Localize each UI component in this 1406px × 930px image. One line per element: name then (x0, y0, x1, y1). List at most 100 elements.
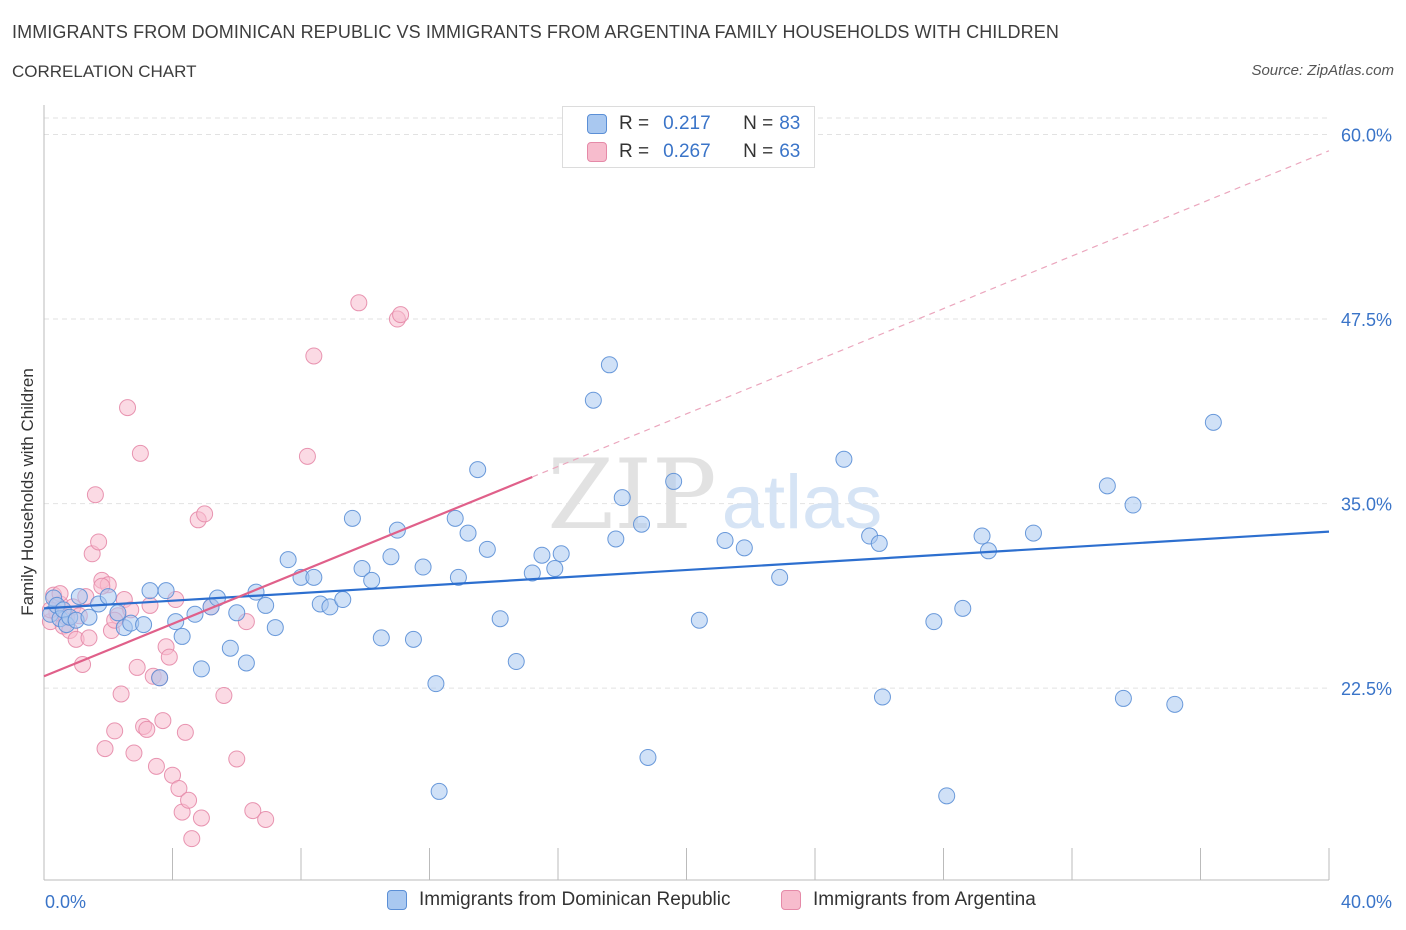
dominican-point (321, 598, 339, 616)
stats-row-argentina: R = 0.267 N = 63 (587, 139, 800, 165)
dominican-point (363, 571, 381, 589)
source-label: Source: ZipAtlas.com (1251, 62, 1394, 79)
y-tick-label: 47.5% (1341, 310, 1392, 330)
argentina-point (192, 809, 210, 827)
argentina-trend-line (43, 475, 533, 678)
dominican-point (99, 588, 117, 606)
argentina-point (196, 505, 214, 523)
y-tick-label: 22.5% (1341, 679, 1392, 699)
argentina-point (90, 533, 108, 551)
argentina-point (176, 723, 194, 741)
n-value: 83 (779, 113, 801, 134)
dominican-point (459, 524, 477, 542)
dominican-point (716, 531, 734, 549)
argentina-swatch-icon (587, 142, 607, 162)
argentina-legend-swatch-icon (781, 890, 801, 910)
dominican-point (221, 639, 239, 657)
watermark: ZIP atlas (547, 439, 882, 551)
argentina-point (305, 347, 323, 365)
dominican-point (1204, 413, 1222, 431)
dominican-point (600, 356, 618, 374)
dominican-point (546, 560, 564, 578)
dominican-point (552, 545, 570, 563)
dominican-point (533, 546, 551, 564)
dominican-point (1024, 524, 1042, 542)
dominican-point (613, 489, 631, 507)
grid-lines (44, 117, 1329, 689)
r-value: 0.217 (663, 113, 711, 134)
argentina-point (141, 596, 159, 614)
argentina-point (112, 685, 130, 703)
dominican-point (151, 669, 169, 687)
dominican-point (1114, 689, 1132, 707)
argentina-point (298, 447, 316, 465)
dominican-point (141, 582, 159, 600)
legend-item-argentina[interactable]: Immigrants from Argentina (781, 889, 1036, 911)
dominican-point (835, 450, 853, 468)
dominican-point (523, 564, 541, 582)
r-label: R = (619, 141, 650, 162)
dominican-point (266, 619, 284, 637)
stats-row-dominican: R = 0.217 N = 83 (587, 111, 800, 137)
tick-labels: 22.5% 35.0% 47.5% 60.0% 0.0% 40.0% (45, 126, 1392, 912)
stats-legend-box: R = 0.217 N = 83 R = 0.267 N = 63 (562, 106, 815, 168)
dominican-point (430, 782, 448, 800)
r-value: 0.267 (663, 141, 711, 162)
dominican-point (404, 630, 422, 648)
dominican-point (334, 591, 352, 609)
trend-lines (43, 150, 1330, 678)
dominican-point (70, 588, 88, 606)
dominican-trend-line (43, 530, 1330, 610)
n-value: 63 (779, 141, 801, 162)
dominican-point (135, 616, 153, 634)
argentina-point (147, 757, 165, 775)
argentina-trend-extension (532, 150, 1330, 478)
dominican-point (446, 509, 464, 527)
x-tick-label: 40.0% (1341, 892, 1392, 912)
chart-title: IMMIGRANTS FROM DOMINICAN REPUBLIC VS IM… (12, 22, 1059, 42)
dominican-point (1098, 477, 1116, 495)
y-tick-label: 35.0% (1341, 495, 1392, 515)
dominican-point (870, 534, 888, 552)
argentina-point (160, 648, 178, 666)
dominican-point (771, 568, 789, 586)
dominican-point (192, 660, 210, 678)
watermark-atlas: atlas (722, 460, 883, 545)
argentina-point (138, 720, 156, 738)
bottom-legend: Immigrants from Dominican Republic Immig… (0, 889, 1406, 917)
argentina-point (80, 629, 98, 647)
legend-item-dominican[interactable]: Immigrants from Dominican Republic (387, 889, 731, 911)
series-argentina-points (41, 294, 410, 848)
y-axis-label: Family Households with Children (18, 368, 37, 616)
dominican-point (353, 560, 371, 578)
r-label: R = (619, 113, 650, 134)
dominican-point (382, 548, 400, 566)
dominican-point (414, 558, 432, 576)
chart-subtitle: CORRELATION CHART (12, 62, 197, 81)
dominican-point (80, 608, 98, 626)
dominican-point (237, 654, 255, 672)
dominican-point (665, 472, 683, 490)
dominican-point (173, 627, 191, 645)
argentina-point (392, 306, 410, 324)
dominican-point (478, 540, 496, 558)
dominican-point (639, 748, 657, 766)
dominican-point (938, 787, 956, 805)
dominican-point (157, 582, 175, 600)
dominican-point (343, 509, 361, 527)
dominican-point (257, 596, 275, 614)
argentina-point (350, 294, 368, 312)
dominican-point (607, 530, 625, 548)
dominican-point (1166, 695, 1184, 713)
dominican-swatch-icon (587, 114, 607, 134)
dominican-point (1124, 496, 1142, 514)
dominican-point (228, 604, 246, 622)
dominican-point (507, 653, 525, 671)
argentina-point (128, 658, 146, 676)
dominican-point (973, 527, 991, 545)
dominican-point (449, 568, 467, 586)
dominican-point (305, 568, 323, 586)
dominican-point (735, 539, 753, 557)
dominican-point (427, 675, 445, 693)
dominican-point (873, 688, 891, 706)
